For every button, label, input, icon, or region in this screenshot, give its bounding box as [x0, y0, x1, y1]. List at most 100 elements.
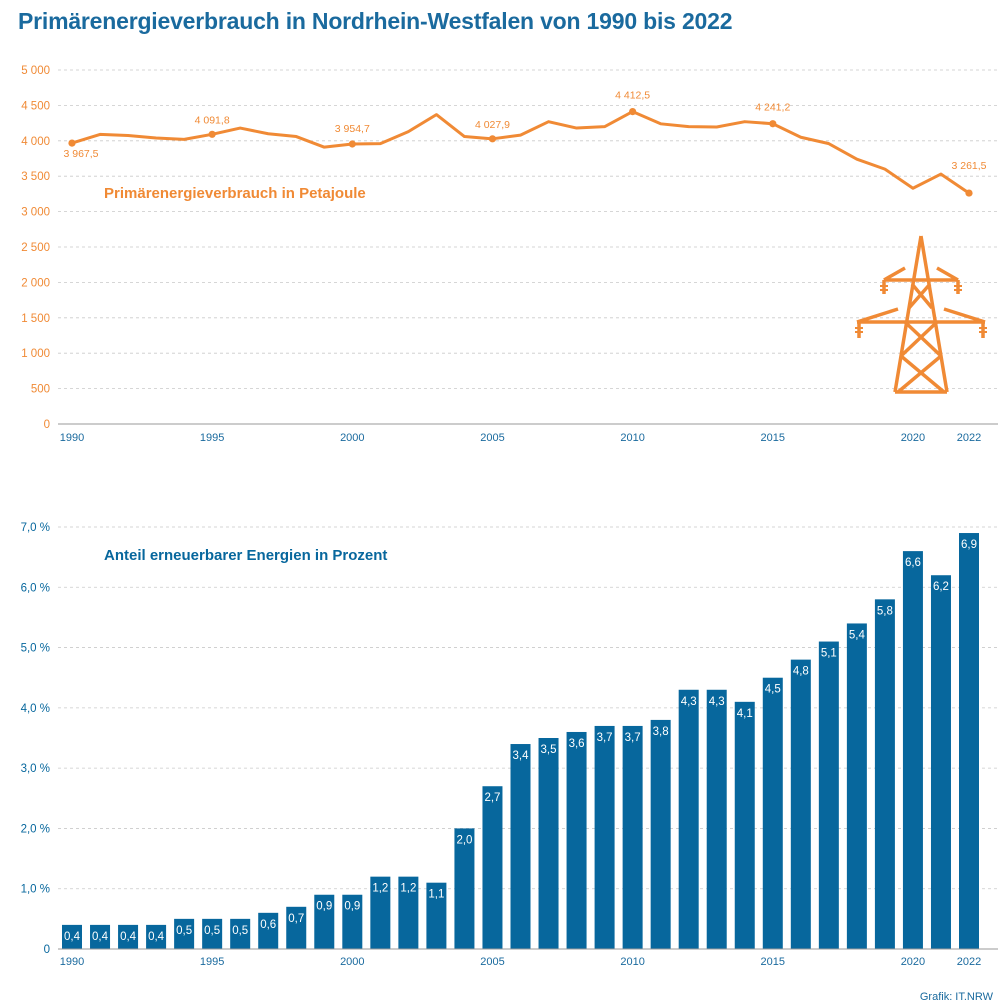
bar [314, 894, 335, 949]
line-y-tick-label: 3 000 [21, 207, 50, 219]
bar [286, 906, 307, 949]
bar-value-label: 0,5 [232, 925, 248, 937]
bar-value-label: 3,5 [541, 744, 557, 756]
bar-value-label: 3,7 [625, 732, 641, 744]
bar-value-label: 2,0 [456, 834, 472, 846]
bar [342, 894, 363, 949]
bar [622, 725, 643, 949]
line-y-tick-label: 4 000 [21, 136, 50, 148]
line-series [71, 110, 970, 195]
bar-value-label: 3,6 [569, 738, 585, 750]
bar [202, 918, 223, 949]
bar [146, 924, 167, 949]
line-x-tick-label: 2020 [901, 432, 925, 444]
bar-value-label: 4,8 [793, 666, 809, 678]
line-data-point [348, 140, 356, 148]
bar [62, 924, 82, 949]
bar [762, 677, 783, 949]
line-x-tick-label: 2005 [480, 432, 504, 444]
bar-value-label: 5,1 [821, 648, 837, 660]
line-data-point [68, 139, 76, 147]
bar-value-label: 1,1 [428, 889, 444, 901]
bar-value-label: 0,4 [92, 931, 109, 943]
line-data-label: 4 412,5 [615, 90, 650, 102]
bar-value-label: 6,9 [961, 539, 977, 551]
bar [594, 725, 615, 949]
bar-x-tick-label: 2015 [761, 956, 785, 968]
bar-x-tick-label: 2005 [480, 956, 504, 968]
line-y-tick-label: 5 000 [21, 65, 50, 77]
bar [230, 918, 251, 949]
line-series-label: Primärenergieverbrauch in Petajoule [104, 185, 366, 202]
bar-value-label: 0,4 [64, 931, 81, 943]
bar-value-label: 2,7 [484, 792, 500, 804]
bar [706, 689, 727, 949]
line-y-tick-label: 500 [31, 384, 50, 396]
bar [118, 924, 139, 949]
line-y-tick-label: 3 500 [21, 171, 50, 183]
line-data-point [629, 107, 637, 116]
bar [482, 786, 503, 949]
line-x-tick-label: 1990 [60, 432, 84, 444]
bar [370, 876, 391, 949]
bar [874, 599, 895, 949]
line-data-point [769, 120, 777, 128]
line-y-tick-label: 2 500 [21, 242, 50, 254]
bar [426, 882, 447, 949]
bar-value-label: 0,5 [176, 925, 192, 937]
bar-chart: 0 1,0 % 2,0 % 3,0 % 4,0 % 5,0 % 6,0 % 7,0 % 0,4 0… [21, 522, 998, 968]
line-data-label: 4 091,8 [195, 114, 230, 126]
bar-x-tick-label: 2020 [901, 956, 925, 968]
bar-value-label: 0,5 [204, 925, 220, 937]
line-x-tick-label: 2022 [957, 432, 981, 444]
line-y-tick-label: 1 000 [21, 348, 50, 360]
bar-x-tick-label: 2010 [620, 956, 644, 968]
bar-x-tick-label: 1995 [200, 956, 224, 968]
source-credit: Grafik: IT.NRW [919, 991, 993, 1003]
bar-value-label: 5,8 [877, 605, 893, 617]
bar-value-label: 4,5 [765, 684, 781, 696]
bar [398, 876, 419, 949]
bar-value-label: 0,7 [288, 913, 304, 925]
bar [566, 731, 587, 949]
bar-value-label: 0,9 [316, 901, 332, 913]
bar [930, 575, 951, 949]
bar-series-label: Anteil erneuerbarer Energien in Prozent [104, 547, 387, 564]
bar [90, 924, 111, 949]
line-x-tick-label: 1995 [200, 432, 224, 444]
line-data-label: 3 261,5 [951, 160, 986, 172]
line-y-tick-label: 2 000 [21, 277, 50, 289]
bar-value-label: 4,1 [737, 708, 753, 720]
line-y-tick-label: 0 [44, 419, 50, 431]
bar-x-tick-label: 2000 [340, 956, 364, 968]
bar [510, 744, 531, 949]
bar-value-label: 0,6 [260, 919, 276, 931]
bar-y-tick-label: 0 [44, 944, 50, 956]
line-x-tick-label: 2015 [761, 432, 785, 444]
line-y-tick-label: 1 500 [21, 313, 50, 325]
chart-title: Primärenergieverbrauch in Nordrhein-West… [18, 8, 733, 34]
bar-value-label: 4,3 [709, 696, 725, 708]
bar-value-label: 5,4 [849, 629, 866, 641]
line-data-label: 3 954,7 [335, 123, 370, 135]
bar-value-label: 0,4 [120, 931, 137, 943]
bar [846, 623, 867, 949]
bar-y-tick-label: 3,0 % [21, 763, 50, 775]
bar [650, 719, 671, 949]
bar-value-label: 1,2 [372, 883, 388, 895]
line-y-tick-label: 4 500 [21, 100, 50, 112]
bar-y-tick-label: 1,0 % [21, 884, 50, 896]
line-data-point [208, 130, 216, 138]
bar-y-tick-label: 7,0 % [21, 522, 50, 534]
bar-y-tick-label: 4,0 % [21, 703, 50, 715]
bar-value-label: 0,4 [148, 931, 165, 943]
bar-x-tick-label: 2022 [957, 956, 981, 968]
bar-value-label: 6,6 [905, 557, 921, 569]
bar-x-tick-label: 1990 [60, 956, 84, 968]
bar [258, 912, 279, 949]
bar [538, 738, 559, 949]
bar-y-tick-label: 2,0 % [21, 823, 50, 835]
bar-value-label: 3,8 [653, 726, 669, 738]
bar [734, 701, 755, 949]
